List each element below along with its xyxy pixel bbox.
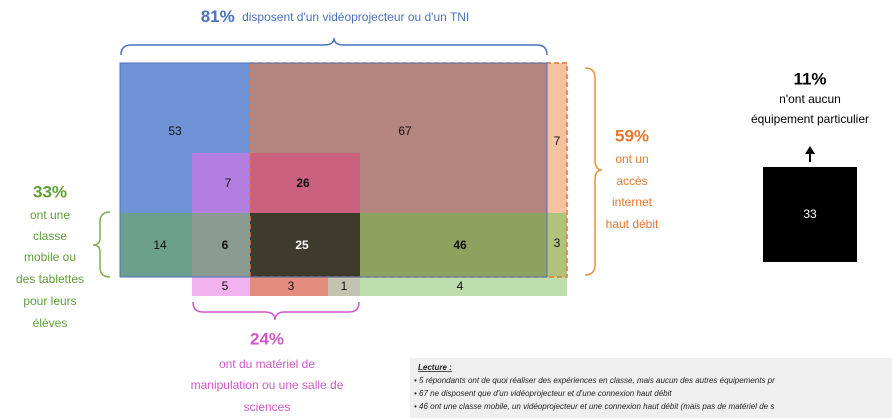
left-line: des tablettes [16,272,84,286]
top-text: disposent d'un vidéoprojecteur ou d'un T… [242,10,469,24]
none-line: n'ont aucun [779,92,841,106]
left-label: 33% ont une classe mobile ou des tablett… [16,182,84,330]
cell: 4 [457,279,464,293]
none-label: 11% n'ont aucun équipement particulier [751,69,869,126]
bottom-percent: 24% [250,329,284,348]
left-line: classe [33,229,67,243]
right-percent: 59% [615,126,649,145]
top-label: 81% disposent d'un vidéoprojecteur ou d'… [201,7,470,26]
arrow-head [805,146,815,154]
cell: 1 [341,279,348,293]
left-line: ont une [30,208,70,222]
bottom-line: manipulation ou une salle de [191,378,344,392]
bottom-line: sciences [244,400,291,414]
bottom-label: 24% ont du matériel de manipulation ou u… [191,329,344,414]
lecture-title: Lecture : [418,363,452,372]
bottom-brace [192,301,360,321]
cell: 46 [453,238,467,252]
cell: 26 [296,176,310,190]
cell: 5 [222,279,229,293]
cell: 67 [398,124,412,138]
right-line: internet [612,195,653,209]
cell: 6 [222,238,229,252]
cell: 25 [295,238,309,252]
none-line: équipement particulier [751,112,869,126]
right-line: accès [616,174,647,188]
left-line: mobile ou [24,250,76,264]
left-percent: 33% [33,182,67,201]
cell: 7 [225,176,232,190]
left-brace [92,211,111,278]
bottom-line: ont du matériel de [219,357,315,371]
none-percent: 11% [793,69,826,88]
lecture-line: • 67 ne disposent que d'un vidéoprojecte… [414,389,672,398]
cell: 14 [153,238,167,252]
cell: 3 [554,236,561,250]
cell: 7 [554,134,561,148]
lecture-line: • 5 répondants ont de quoi réaliser des … [414,376,775,385]
lecture: Lecture : • 5 répondants ont de quoi réa… [410,358,892,418]
left-line: pour leurs [23,294,76,308]
right-brace [584,67,603,276]
right-line: haut débit [606,217,659,231]
cell-values: 53 67 7 7 26 14 6 25 46 3 5 3 1 4 [153,124,560,293]
cell: 3 [288,279,295,293]
cell: 53 [168,124,182,138]
right-line: ont un [615,152,648,166]
right-label: 59% ont un accès internet haut débit [606,126,659,231]
none-box [763,167,857,262]
regions [119,62,568,296]
top-percent: 81% [201,7,235,26]
top-brace [120,37,548,56]
left-line: élèves [33,316,68,330]
none-value: 33 [803,207,817,221]
lecture-line: • 46 ont une classe mobile, un vidéoproj… [414,402,774,411]
